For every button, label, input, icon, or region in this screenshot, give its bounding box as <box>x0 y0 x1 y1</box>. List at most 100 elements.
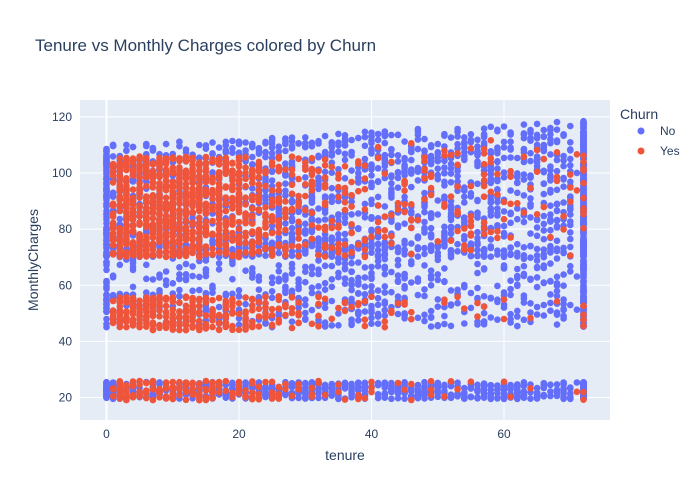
point-no <box>494 251 501 258</box>
point-no <box>341 219 349 227</box>
point-no <box>388 191 395 198</box>
point-yes <box>162 194 170 201</box>
point-yes <box>335 240 342 248</box>
point-no <box>202 305 210 313</box>
point-yes <box>242 233 249 241</box>
point-no <box>514 253 521 260</box>
point-yes <box>129 301 137 308</box>
point-no <box>394 256 402 264</box>
point-no <box>335 130 342 138</box>
point-yes <box>282 226 289 234</box>
point-yes <box>394 206 402 213</box>
point-yes <box>341 241 349 248</box>
point-no <box>328 184 336 192</box>
point-no <box>189 287 196 295</box>
point-yes <box>295 252 302 259</box>
point-no <box>507 187 514 194</box>
point-yes <box>288 190 296 197</box>
point-yes <box>321 156 329 163</box>
legend[interactable]: Churn No Yes <box>620 106 680 158</box>
point-yes <box>123 182 130 189</box>
point-no <box>514 265 521 273</box>
point-yes <box>302 181 309 188</box>
point-no <box>374 310 382 318</box>
point-no <box>474 234 481 242</box>
point-no <box>487 148 495 155</box>
point-yes <box>268 252 276 259</box>
point-no <box>567 204 574 212</box>
point-yes <box>202 176 210 184</box>
point-yes <box>275 316 283 324</box>
point-no <box>368 129 375 136</box>
point-yes <box>361 298 369 305</box>
point-no <box>421 262 428 269</box>
point-no <box>447 302 455 309</box>
point-no <box>381 270 389 278</box>
point-no <box>461 199 468 206</box>
point-yes <box>162 385 170 392</box>
point-no <box>553 207 561 215</box>
point-no <box>441 132 448 139</box>
point-yes <box>427 377 435 385</box>
point-yes <box>288 166 296 173</box>
point-yes <box>394 379 402 387</box>
point-yes <box>215 237 223 244</box>
point-yes <box>328 244 336 252</box>
point-yes <box>573 187 581 194</box>
point-no <box>567 139 574 146</box>
point-yes <box>321 295 329 303</box>
point-yes <box>242 201 249 208</box>
point-yes <box>143 215 150 223</box>
point-yes <box>580 210 587 218</box>
point-yes <box>255 181 263 188</box>
point-yes <box>162 223 170 230</box>
point-no <box>374 287 382 294</box>
point-yes <box>480 145 488 153</box>
x-tick-label: 20 <box>232 427 246 441</box>
point-yes <box>215 319 223 327</box>
point-no <box>527 214 534 221</box>
point-no <box>494 165 501 172</box>
point-no <box>540 312 548 319</box>
point-no <box>143 261 150 269</box>
point-yes <box>229 252 236 260</box>
point-yes <box>235 156 243 164</box>
point-no <box>182 260 190 268</box>
point-yes <box>215 192 223 200</box>
point-yes <box>235 252 243 259</box>
point-yes <box>401 187 408 194</box>
point-no <box>408 210 415 217</box>
point-no <box>374 165 382 172</box>
point-yes <box>123 216 130 223</box>
point-no <box>533 141 541 149</box>
point-no <box>427 275 435 282</box>
point-no <box>176 264 183 271</box>
point-yes <box>123 308 130 316</box>
legend-label-yes[interactable]: Yes <box>660 144 680 158</box>
point-yes <box>421 154 428 161</box>
point-yes <box>268 378 276 386</box>
point-no <box>103 292 110 299</box>
point-no <box>368 309 375 316</box>
point-yes <box>355 299 362 307</box>
point-no <box>282 283 289 291</box>
point-no <box>282 160 289 167</box>
point-no <box>381 312 389 320</box>
point-yes <box>381 318 389 325</box>
point-yes <box>123 189 130 197</box>
point-yes <box>341 199 349 206</box>
point-no <box>567 155 574 163</box>
point-yes <box>176 208 183 215</box>
point-no <box>275 148 283 155</box>
point-yes <box>196 317 203 325</box>
point-no <box>527 174 534 181</box>
point-no <box>474 284 481 292</box>
point-no <box>288 252 296 259</box>
point-yes <box>348 178 355 186</box>
point-yes <box>182 387 190 395</box>
point-yes <box>335 249 342 256</box>
point-no <box>547 131 554 138</box>
legend-label-no[interactable]: No <box>660 124 676 138</box>
point-yes <box>408 217 415 224</box>
point-no <box>540 227 548 234</box>
